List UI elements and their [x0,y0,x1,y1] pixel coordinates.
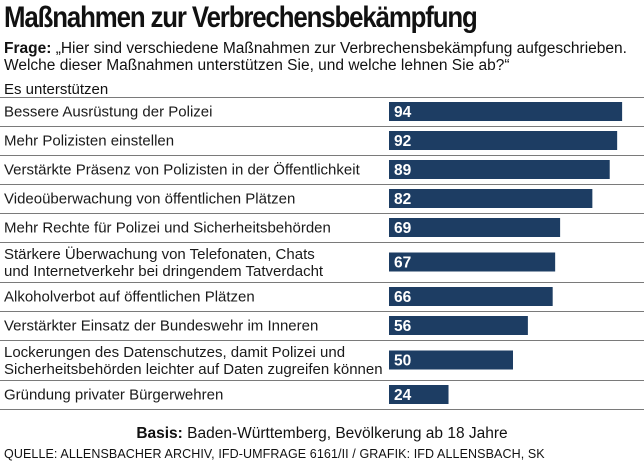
bar-value-label: 50 [394,353,411,370]
basis-label: Basis: [136,425,183,442]
bar [389,350,513,370]
category-label: Gründung privater Bürgerwehren [4,387,223,404]
bar [389,252,556,272]
category-label-line: Lockerungen des Datenschutzes, damit Pol… [4,344,345,361]
bar-value-label: 24 [394,387,412,404]
series-subhead: Es unterstützen [4,81,109,98]
category-label-line: und Internetverkehr bei dringendem Tatve… [4,263,324,280]
category-label: Verstärkte Präsenz von Polizisten in der… [4,161,361,179]
bar-value-label: 66 [394,289,412,306]
bar [389,102,623,121]
bar [389,316,528,335]
bar-value-label: 56 [394,318,412,335]
bar [389,218,561,237]
bar [389,189,593,208]
bar-value-label: 92 [394,133,411,150]
category-label: Mehr Polizisten einstellen [4,133,174,150]
bar-value-label: 94 [394,104,412,121]
bar [389,131,618,150]
category-label: Stärkere Überwachung von Telefonaten, Ch… [4,245,324,280]
bar-value-label: 69 [394,220,412,237]
category-label: Alkoholverbot auf öffentlichen Plätzen [4,289,255,306]
basis-text: Baden-Württemberg, Bevölkerung ab 18 Jah… [187,425,508,442]
category-label: Verstärkter Einsatz der Bundeswehr im In… [4,318,318,335]
category-label: Videoüberwachung von öffentlichen Plätze… [4,191,295,208]
bar-value-label: 67 [394,255,411,272]
bar-value-label: 82 [394,191,411,208]
question-body: „Hier sind verschiedene Maßnahmen zur Ve… [4,40,627,74]
category-label: Lockerungen des Datenschutzes, damit Pol… [4,344,383,378]
bar [389,385,449,404]
category-label-line: Sicherheitsbehörden leichter auf Daten z… [4,361,383,378]
question-label: Frage: [4,40,52,57]
source-credit: QUELLE: ALLENSBACHER ARCHIV, IFD-UMFRAGE… [4,447,545,461]
bar [389,160,610,179]
question-text: Frage: „Hier sind verschiedene Maßnahmen… [4,40,640,74]
bar [389,287,553,306]
category-label: Bessere Ausrüstung der Polizei [4,104,212,121]
category-label-line: Stärkere Überwachung von Telefonaten, Ch… [4,245,315,263]
basis-note: Basis: Baden-Württemberg, Bevölkerung ab… [0,425,644,443]
bar-value-label: 89 [394,162,412,179]
category-label: Mehr Rechte für Polizei und Sicherheitsb… [4,220,331,237]
chart-title: Maßnahmen zur Verbrechensbekämpfung [4,1,478,34]
bar-chart: Bessere Ausrüstung der Polizei 94 Mehr Pol… [0,97,644,410]
